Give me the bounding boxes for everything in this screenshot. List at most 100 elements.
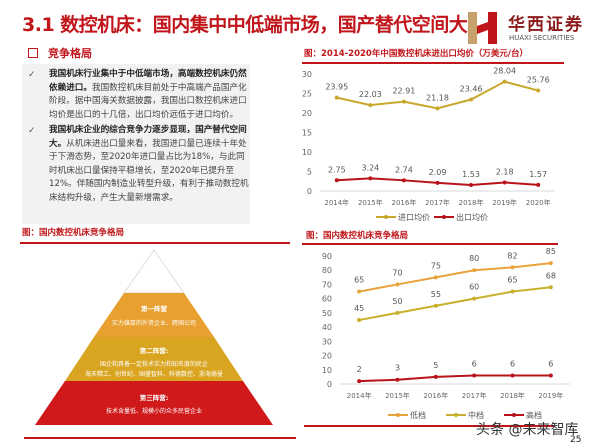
data-point — [548, 373, 553, 378]
y-tick-label: 40 — [322, 323, 332, 332]
pyramid-top — [123, 249, 185, 294]
data-point — [510, 265, 515, 270]
data-point — [502, 180, 507, 185]
y-tick-label: 60 — [322, 295, 332, 304]
bullet-2-bold: 我国机床企业的综合竞争力逐步显现，国产替代空间大。 — [49, 125, 247, 149]
data-label: 3.24 — [361, 163, 379, 172]
section-label: 竞争格局 — [48, 47, 92, 60]
data-label: 2.74 — [395, 165, 413, 174]
legend-label: 高档 — [526, 410, 542, 420]
data-label: 5 — [433, 361, 438, 370]
data-label: 3 — [395, 364, 400, 373]
chart1-title: 图：2014-2020年中国数控机床进出口均价（万美元/台） — [304, 49, 528, 59]
pyramid-tier-2 — [65, 337, 243, 381]
series-line-中档 — [358, 286, 551, 321]
bullet-1: 我国机床行业集中于中低端市场，高端数控机床仍然依赖进口。我国数控机床目前处于中高… — [49, 68, 249, 122]
data-label: 6 — [472, 359, 477, 368]
divider — [24, 437, 296, 439]
pyramid-tier-3 — [35, 381, 273, 425]
bullet-2: 我国机床企业的综合竞争力逐步显现，国产替代空间大。从机床进出口量来看，我国进口量… — [49, 124, 249, 206]
pyramid-tier-1 — [94, 293, 214, 337]
y-tick-label: 10 — [302, 148, 312, 157]
data-label: 85 — [546, 247, 556, 256]
bullet-1-bold: 我国机床行业集中于中低端市场，高端数控机床仍然依赖进口。 — [49, 69, 247, 93]
x-tick-label: 2016年 — [423, 391, 448, 400]
series-line-高档 — [359, 374, 551, 383]
bullet-1-text: 我国数控机床目前处于中高端产品国产化阶段。据中国海关数据披露，我国出口数控机床进… — [49, 82, 247, 120]
legend-label: 进口均价 — [398, 212, 430, 222]
data-point — [357, 379, 362, 384]
data-point — [433, 374, 438, 379]
tier-3-name: 第三阵营: — [140, 393, 169, 402]
data-point — [472, 296, 477, 301]
x-tick-label: 2017年 — [462, 391, 487, 400]
y-tick-label: 10 — [322, 366, 332, 375]
data-point — [510, 289, 515, 294]
tier-1-name: 第一阵营 — [141, 304, 168, 313]
data-label: 80 — [469, 254, 479, 263]
x-tick-label: 2017年 — [425, 198, 450, 207]
data-label: 65 — [354, 276, 364, 285]
check-icon: ✓ — [28, 70, 36, 80]
data-point — [548, 261, 553, 266]
y-tick-label: 70 — [322, 280, 332, 289]
data-label: 1.57 — [529, 170, 547, 179]
data-label: 23.95 — [325, 83, 348, 92]
y-tick-label: 15 — [302, 129, 312, 138]
data-label: 22.03 — [359, 90, 382, 99]
x-tick-label: 2015年 — [358, 198, 383, 207]
chart-import-export-price: 0 5 10 15 20 25 30 2014年 2015年 2016年 2017年 2018年 201… — [302, 67, 555, 222]
legend-label: 中档 — [468, 410, 484, 420]
y-tick-label: 25 — [302, 90, 312, 99]
legend-marker — [384, 215, 388, 219]
logo-mark-icon — [468, 12, 497, 44]
y-tick-label: 20 — [322, 352, 332, 361]
divider — [302, 243, 558, 245]
tier-2-desc2: 海天精工、创世纪、国盛智科、科德数控、浙海德曼 — [85, 370, 223, 378]
data-label: 75 — [431, 261, 441, 270]
y-tick-label: 30 — [302, 70, 312, 79]
data-point — [469, 183, 474, 188]
data-label: 50 — [392, 297, 402, 306]
y-tick-label: 80 — [322, 266, 332, 275]
data-label: 60 — [469, 283, 479, 292]
data-label: 65 — [507, 276, 517, 285]
pyramid-title: 图：国内数控机床竞争格局 — [22, 228, 125, 238]
data-label: 2 — [357, 365, 362, 374]
data-point — [510, 373, 515, 378]
data-label: 21.18 — [426, 93, 449, 102]
legend-label: 低档 — [410, 410, 426, 420]
square-bullet-icon — [28, 48, 38, 58]
x-tick-label: 2014年 — [347, 391, 372, 400]
huaxi-logo: 华西证券 HUAXI SECURITIES — [466, 8, 596, 48]
legend-marker — [512, 413, 516, 417]
x-tick-label: 2019年 — [492, 198, 517, 207]
tier-3-desc: 技术含量低、规模小的众多民营企业 — [106, 407, 202, 415]
data-point — [502, 79, 507, 84]
page-title: 3.1 数控机床：国内集中中低端市场，国产替代空间大 — [22, 14, 468, 36]
tier-2-name: 第二阵营: — [140, 346, 169, 355]
logo-cn: 华西证券 — [508, 15, 584, 35]
tier-2-desc: 国企和具备一定技术实力和知名度的民企 — [100, 360, 208, 368]
divider — [302, 62, 564, 64]
data-point — [433, 303, 438, 308]
data-point — [433, 275, 438, 280]
watermark: 头条 @未来智库 — [476, 422, 579, 438]
legend-marker — [396, 413, 400, 417]
data-label: 68 — [546, 271, 556, 280]
page-number: 25 — [570, 435, 582, 445]
divider — [20, 242, 290, 244]
data-label: 2.75 — [328, 165, 346, 174]
data-point — [472, 268, 477, 273]
text-panel: ✓ 我国机床行业集中于中低端市场，高端数控机床仍然依赖进口。我国数控机床目前处于… — [22, 64, 250, 224]
legend-label: 出口均价 — [456, 212, 488, 222]
y-tick-label: 20 — [302, 109, 312, 118]
data-point — [368, 176, 373, 181]
data-label: 6 — [548, 359, 553, 368]
data-point — [469, 97, 474, 102]
logo-en: HUAXI SECURITIES — [509, 34, 575, 42]
chart2-title: 图：国内数控机床竞争格局 — [306, 231, 409, 241]
data-point — [334, 95, 339, 100]
divider — [304, 425, 554, 427]
data-label: 22.91 — [392, 87, 415, 96]
